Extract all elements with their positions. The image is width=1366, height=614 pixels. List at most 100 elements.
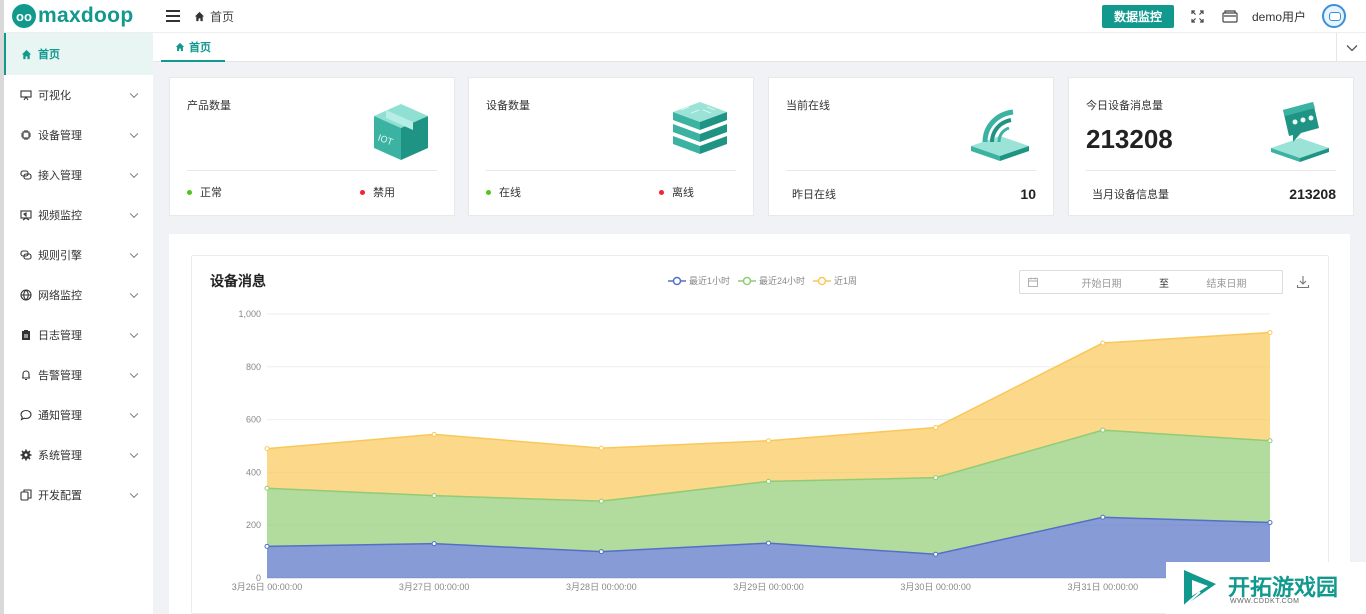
sidebar-item-rules[interactable]: 规则引擎 <box>4 235 153 275</box>
data-point <box>431 493 437 499</box>
y-tick-label: 1,000 <box>238 309 261 319</box>
y-tick-label: 200 <box>246 520 261 530</box>
sidebar-item-notify[interactable]: 通知管理 <box>4 395 153 435</box>
fullscreen-icon[interactable] <box>1190 8 1206 24</box>
start-date-input[interactable]: 开始日期 <box>1081 278 1122 290</box>
panel-title: 设备消息 <box>210 273 266 289</box>
video-icon <box>20 209 32 221</box>
sidebar-item-label: 通知管理 <box>38 410 82 422</box>
username[interactable]: demo用户 <box>1251 9 1306 24</box>
sidebar-item-label: 日志管理 <box>38 330 82 342</box>
legend-label: 最近1小时 <box>689 276 731 286</box>
chevron-down-icon <box>129 329 139 339</box>
card-product-count: 产品数量 IOT 正常 禁用 <box>169 77 455 216</box>
data-monitor-button[interactable]: 数据监控 <box>1101 4 1174 28</box>
message-device-icon <box>1271 102 1329 162</box>
watermark: 开拓游戏园 WWW.CDDKT.COM <box>1166 562 1366 614</box>
data-point <box>264 485 270 491</box>
date-range-separator: 至 <box>1159 278 1169 290</box>
card-divider <box>486 170 736 171</box>
x-tick-label: 3月29日 00:00:00 <box>733 582 804 592</box>
sidebar-item-visualization[interactable]: 可视化 <box>4 75 153 115</box>
sidebar-item-label: 开发配置 <box>38 490 82 502</box>
legend-item[interactable]: 近1周 <box>813 274 857 287</box>
card-title: 当前在线 <box>786 100 830 112</box>
tabs-collapse-button[interactable] <box>1336 33 1366 62</box>
data-point <box>264 446 270 452</box>
month-messages-label: 当月设备信息量 <box>1092 189 1169 201</box>
logo[interactable]: oo maxdoop <box>4 0 154 33</box>
data-point <box>598 445 604 451</box>
wifi-router-icon <box>971 109 1029 161</box>
data-point <box>766 540 771 546</box>
chevron-down-icon <box>129 89 139 99</box>
breadcrumb: 首页 <box>194 8 234 25</box>
sidebar-item-label: 首页 <box>38 49 60 61</box>
sidebar-item-network[interactable]: 网络监控 <box>4 275 153 315</box>
card-device-count: 设备数量 在线 离线 <box>468 77 754 216</box>
x-tick-label: 3月28日 00:00:00 <box>566 582 637 592</box>
home-icon <box>175 42 185 51</box>
legend-marker-icon <box>813 276 832 285</box>
logo-mark-icon: oo <box>12 4 36 28</box>
y-tick-label: 0 <box>256 573 261 583</box>
chevron-down-icon <box>1346 44 1357 51</box>
menu-toggle-icon[interactable] <box>166 10 180 22</box>
watermark-subtitle: WWW.CDDKT.COM <box>1230 598 1300 605</box>
month-messages-value: 213208 <box>1289 186 1336 202</box>
yesterday-online-value: 10 <box>1020 186 1036 202</box>
calendar-icon <box>1028 277 1038 287</box>
home-icon <box>20 48 32 60</box>
data-point <box>431 431 437 437</box>
rule-icon <box>20 249 32 261</box>
card-footer: 昨日在线 10 <box>786 186 1036 202</box>
download-icon[interactable] <box>1296 275 1310 289</box>
monitor-icon <box>20 89 32 101</box>
breadcrumb-home[interactable]: 首页 <box>210 9 235 24</box>
device-message-chart: 0 200 400 600 800 1,000 3月26日 00:00:00 3月27日 00… <box>232 309 1303 592</box>
date-range-picker[interactable]: 开始日期 至 结束日期 <box>1019 270 1283 294</box>
sidebar-item-device[interactable]: 设备管理 <box>4 115 153 155</box>
iot-box-icon: IOT <box>374 104 428 160</box>
card-title: 设备数量 <box>486 100 530 112</box>
card-today-messages: 今日设备消息量 213208 当月设备信息量 213208 <box>1068 77 1354 216</box>
sidebar-item-label: 接入管理 <box>38 170 82 182</box>
tab-home[interactable]: 首页 <box>161 33 225 62</box>
sidebar-item-dev-config[interactable]: 开发配置 <box>4 475 153 515</box>
top-bar: oo maxdoop 首页 数据监控 demo用户 <box>4 0 1366 33</box>
legend-item[interactable]: 最近1小时 <box>668 274 730 287</box>
status-offline-label: 离线 <box>672 187 694 199</box>
sidebar-item-system[interactable]: 系统管理 <box>4 435 153 475</box>
x-tick-label: 3月30日 00:00:00 <box>900 582 971 592</box>
tab-label: 首页 <box>189 41 211 54</box>
data-point <box>598 498 604 504</box>
series-area <box>267 332 1270 502</box>
sidebar-item-label: 设备管理 <box>38 130 82 142</box>
sidebar-item-home[interactable]: 首页 <box>4 33 153 75</box>
wallet-icon[interactable] <box>1222 8 1238 24</box>
sidebar-item-label: 可视化 <box>38 90 71 102</box>
sidebar: 首页 可视化 设备管理 接入管理 视频监控 规则引擎 <box>4 33 153 614</box>
status-dot-online <box>486 189 491 195</box>
end-date-input[interactable]: 结束日期 <box>1206 278 1247 290</box>
data-point <box>1267 329 1273 335</box>
yesterday-online-label: 昨日在线 <box>792 189 836 201</box>
server-stack-icon <box>673 102 727 154</box>
sidebar-item-video[interactable]: 视频监控 <box>4 195 153 235</box>
sidebar-item-label: 告警管理 <box>38 370 82 382</box>
sidebar-item-access[interactable]: 接入管理 <box>4 155 153 195</box>
avatar[interactable] <box>1322 4 1346 28</box>
card-current-online: 当前在线 昨日在线 10 <box>768 77 1054 216</box>
status-normal-label: 正常 <box>200 187 222 199</box>
sidebar-item-alarms[interactable]: 告警管理 <box>4 355 153 395</box>
chevron-down-icon <box>129 129 139 139</box>
gear-icon <box>20 449 32 461</box>
sidebar-item-logs[interactable]: 日志管理 <box>4 315 153 355</box>
data-point <box>933 475 939 481</box>
legend-item[interactable]: 最近24小时 <box>738 274 805 287</box>
chevron-down-icon <box>129 209 139 219</box>
data-point <box>1100 427 1106 433</box>
y-tick-label: 400 <box>246 467 261 477</box>
globe-icon <box>20 289 32 301</box>
